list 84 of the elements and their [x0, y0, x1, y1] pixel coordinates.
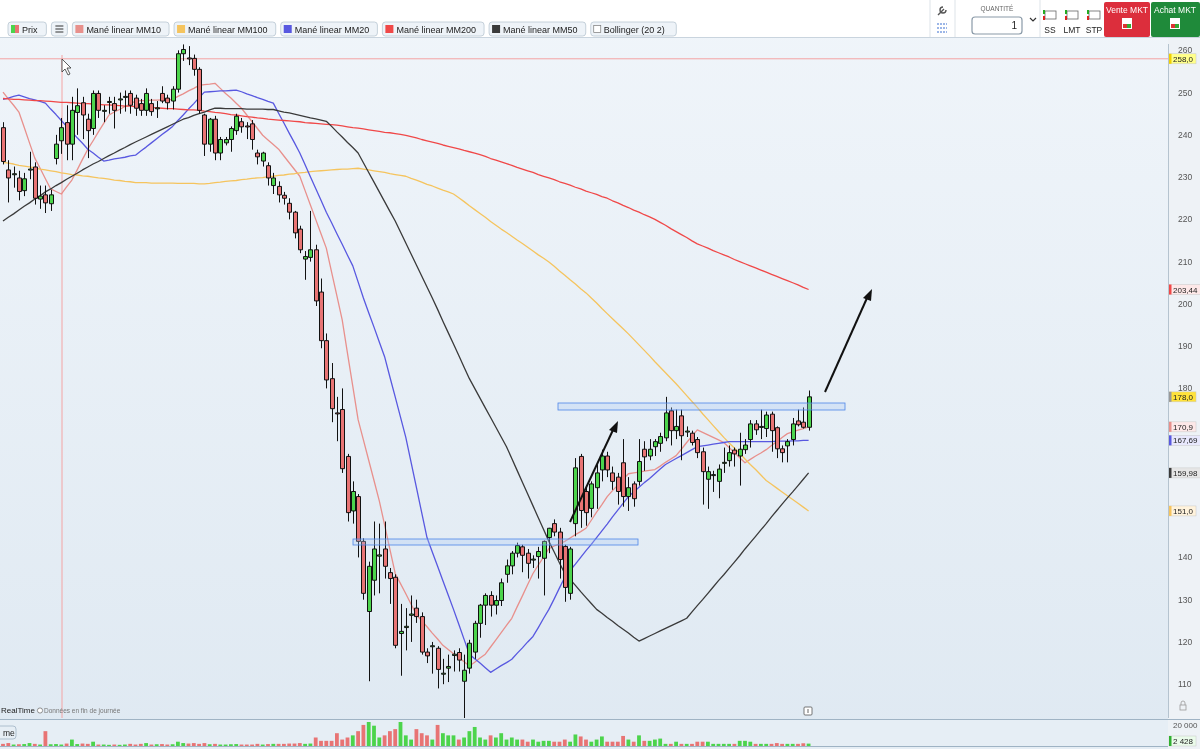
bar [642, 740, 647, 746]
y-tick-label: 110 [1178, 679, 1192, 690]
bar [138, 743, 143, 746]
candlestick [436, 645, 441, 689]
legend-label: Prix [22, 24, 38, 35]
y-tick-label: 120 [1178, 636, 1193, 647]
text: 151,0 [1173, 506, 1194, 516]
bar [462, 737, 466, 746]
bar [456, 739, 461, 746]
candlestick [441, 658, 446, 685]
candlestick [107, 96, 112, 115]
y-tick-label: 220 [1178, 214, 1193, 225]
text: 159,98 [1173, 468, 1199, 478]
text: 20 000 [1173, 721, 1199, 730]
y-tick-label: 260 [1178, 45, 1193, 56]
legend-label: Mané linear MM200 [396, 24, 476, 35]
bar [297, 743, 302, 746]
text: 170,9 [1173, 422, 1194, 432]
bar [631, 741, 636, 746]
bar [356, 731, 360, 746]
bar [303, 743, 307, 746]
candlestick [637, 438, 642, 487]
bar [753, 743, 758, 746]
bar [562, 739, 567, 746]
line-series [2, 161, 810, 512]
bar [589, 741, 594, 746]
legend-label: Mané linear MM20 [294, 24, 370, 35]
text: 203,44 [1173, 285, 1199, 295]
candlestick [430, 641, 435, 675]
y-tick-label: 140 [1178, 552, 1193, 563]
bar [32, 743, 37, 746]
text: STP [1085, 25, 1103, 35]
legend-label: Mané linear MM10 [86, 24, 161, 35]
bar [684, 743, 689, 746]
legend-label: Mané linear MM100 [188, 24, 268, 35]
y-tick-label: 210 [1178, 256, 1193, 267]
text: 167,69 [1173, 436, 1199, 446]
candlestick [785, 438, 790, 463]
bar [435, 724, 440, 746]
candlestick [404, 607, 409, 651]
candlestick [54, 134, 59, 165]
text: 1 [1011, 20, 1018, 31]
bar [525, 741, 530, 746]
bar [128, 743, 133, 746]
y-tick-label: 190 [1178, 341, 1193, 352]
candlestick [722, 447, 727, 474]
text: 178,0 [1173, 392, 1194, 402]
text: Vente MKT [1105, 5, 1149, 15]
bar [668, 743, 673, 746]
candlestick [112, 96, 117, 130]
text: LMT [1063, 25, 1081, 35]
annotation: RealTime [1, 706, 36, 715]
bar [430, 739, 435, 746]
bar [271, 743, 276, 746]
bar [674, 741, 678, 746]
y-tick-label: 200 [1178, 298, 1193, 309]
y-tick-label: 180 [1178, 383, 1193, 394]
y-tick-label: 250 [1178, 87, 1193, 98]
text: 2 428 [1173, 737, 1194, 746]
candlestick [118, 92, 123, 115]
legend-label: Mané linear MM50 [503, 24, 578, 35]
bar [790, 743, 795, 746]
line-series [2, 97, 810, 291]
bar [350, 735, 355, 746]
y-tick-label: 230 [1178, 172, 1193, 183]
bar [85, 743, 90, 746]
bar [488, 735, 493, 746]
bar [144, 743, 148, 746]
candlestick [446, 654, 451, 683]
bar [637, 735, 641, 746]
text: SS [1044, 25, 1056, 35]
bar [568, 741, 572, 746]
bar [700, 741, 705, 746]
bar [91, 741, 95, 746]
bar [552, 741, 557, 746]
ref-line-label: 258,0 [1173, 54, 1194, 64]
y-tick-label: 240 [1178, 129, 1193, 140]
bar [605, 741, 610, 746]
text: Achat MKT [1153, 5, 1197, 15]
candlestick [462, 654, 467, 719]
bar [213, 743, 217, 746]
y-tick-label: 130 [1178, 594, 1193, 605]
candlestick [1, 121, 6, 165]
text: Bollinger (20 2) [603, 25, 665, 35]
